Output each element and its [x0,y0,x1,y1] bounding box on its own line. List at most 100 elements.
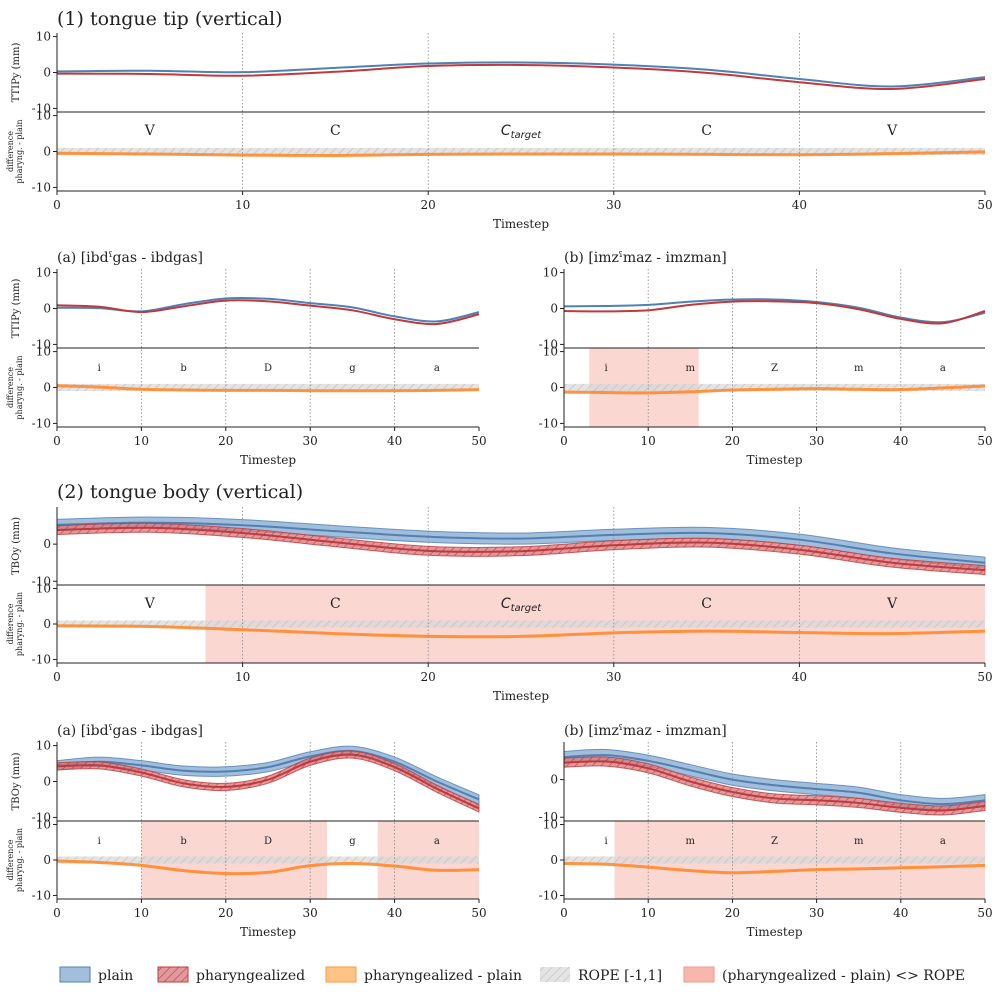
x-tick-label: 40 [387,906,402,920]
x-tick-label: 0 [53,198,61,212]
y-tick-label: -10 [32,416,51,430]
segment-label: a [940,836,946,847]
segment-label: C [330,596,341,612]
legend-label-outside-rope: (pharyngealized - plain) <> ROPE [722,968,965,984]
series-line-plain [56,521,986,564]
segment-label: V [144,596,156,612]
series-line-plain [56,61,986,88]
x-tick-label: 30 [606,670,621,684]
segment-label: Z [771,363,778,374]
x-tick-label: 0 [53,670,61,684]
legend-swatch-pharyngealized [157,966,189,983]
segment-label: m [854,363,864,374]
legend-label-plain: plain [98,968,133,984]
band-plain [56,745,480,805]
segment-label: V [886,596,898,612]
y-tick-label: -10 [32,337,51,351]
y-tick-label: 10 [36,109,51,123]
series-line-plain [563,298,986,324]
legend-swatch-outside-rope [683,966,715,983]
segment-label: i [604,363,607,374]
y-axis-label-top: TBOy (mm) [11,752,22,810]
x-axis-label: Timestep [493,689,549,703]
y-tick-label: 0 [550,302,558,316]
x-tick-label: 30 [303,434,318,448]
y-tick-label: 0 [43,775,51,789]
y-tick-label: -10 [539,337,558,351]
panel-title: (a) [ibdˤgas - ibdgas] [57,723,203,739]
y-axis-label-line: pharyng. - plain [15,119,24,183]
y-axis-label-top: TBOy (mm) [11,517,22,575]
x-axis-label: Timestep [746,453,802,467]
rope-band [57,856,479,864]
x-tick-label: 20 [725,906,740,920]
y-tick-label: 10 [36,266,51,280]
segment-label: Ctarget [501,123,542,141]
x-axis-label: Timestep [746,925,802,939]
segment-label: C [701,596,712,612]
segment-label: D [264,363,272,374]
y-tick-label: 0 [43,145,51,159]
x-tick-label: 40 [893,434,908,448]
x-tick-label: 40 [792,670,807,684]
series-line-difference [56,384,480,393]
segment-label: D [264,836,272,847]
x-tick-label: 50 [977,434,992,448]
legend-label-pharyngealized: pharyngealized [196,968,305,984]
series-line-pharyngealized [56,299,480,326]
x-tick-label: 30 [606,198,621,212]
y-tick-label: 10 [36,818,51,832]
panel-title: (b) [imzˤmaz - imzman] [564,250,727,266]
series-line-pharyngealized [563,300,986,325]
x-tick-label: 50 [977,670,992,684]
x-tick-label: 30 [303,906,318,920]
x-tick-label: 10 [134,434,149,448]
legend-swatch-difference [325,966,357,983]
y-tick-label: -10 [32,180,51,194]
x-tick-label: 20 [218,434,233,448]
x-tick-label: 30 [809,906,824,920]
segment-label: V [144,123,156,139]
series-line-pharyngealized [56,63,986,91]
y-tick-label: -10 [32,888,51,902]
segment-label: m [854,836,864,847]
segment-label: g [349,363,356,374]
legend-swatch-rope [540,967,570,982]
segment-label-subscript: target [511,130,543,141]
x-tick-label: 50 [471,906,486,920]
y-axis-label-bottom: differencepharyng. - plain [6,119,24,183]
segment-label: V [886,123,898,139]
y-tick-label: -10 [32,574,51,588]
segment-label: a [434,363,440,374]
series-line-pharyngealized [56,526,986,572]
y-axis-label-bottom: differencepharyng. - plain [6,592,24,656]
band-pharyngealized [56,750,480,813]
y-axis-label-bottom: differencepharyng. - plain [6,828,24,892]
x-tick-label: 20 [421,670,436,684]
y-tick-label: 10 [543,266,558,280]
y-tick-label: 10 [543,345,558,359]
y-tick-label: -10 [539,810,558,824]
series-line-pharyngealized [563,760,986,812]
x-tick-label: 10 [641,434,656,448]
rope-band [564,856,985,864]
y-tick-label: 0 [43,66,51,80]
x-tick-label: 40 [792,198,807,212]
segment-label: b [180,363,186,374]
segment-label: Z [771,836,778,847]
band-pharyngealized [563,756,986,816]
x-tick-label: 0 [560,434,568,448]
x-axis-label: Timestep [240,453,296,467]
chart-tb-overall: (2) tongue body (vertical)V C Ctarget C V0-1… [6,481,993,703]
x-tick-label: 0 [53,906,61,920]
rope-band [564,383,985,392]
x-tick-label: 20 [218,906,233,920]
rope-band [57,620,985,628]
series-line-difference [56,859,480,876]
x-axis-label: Timestep [240,925,296,939]
segment-label: i [98,363,101,374]
y-axis-label-line: pharyng. - plain [15,592,24,656]
x-tick-label: 20 [725,434,740,448]
series-line-difference [56,624,986,639]
